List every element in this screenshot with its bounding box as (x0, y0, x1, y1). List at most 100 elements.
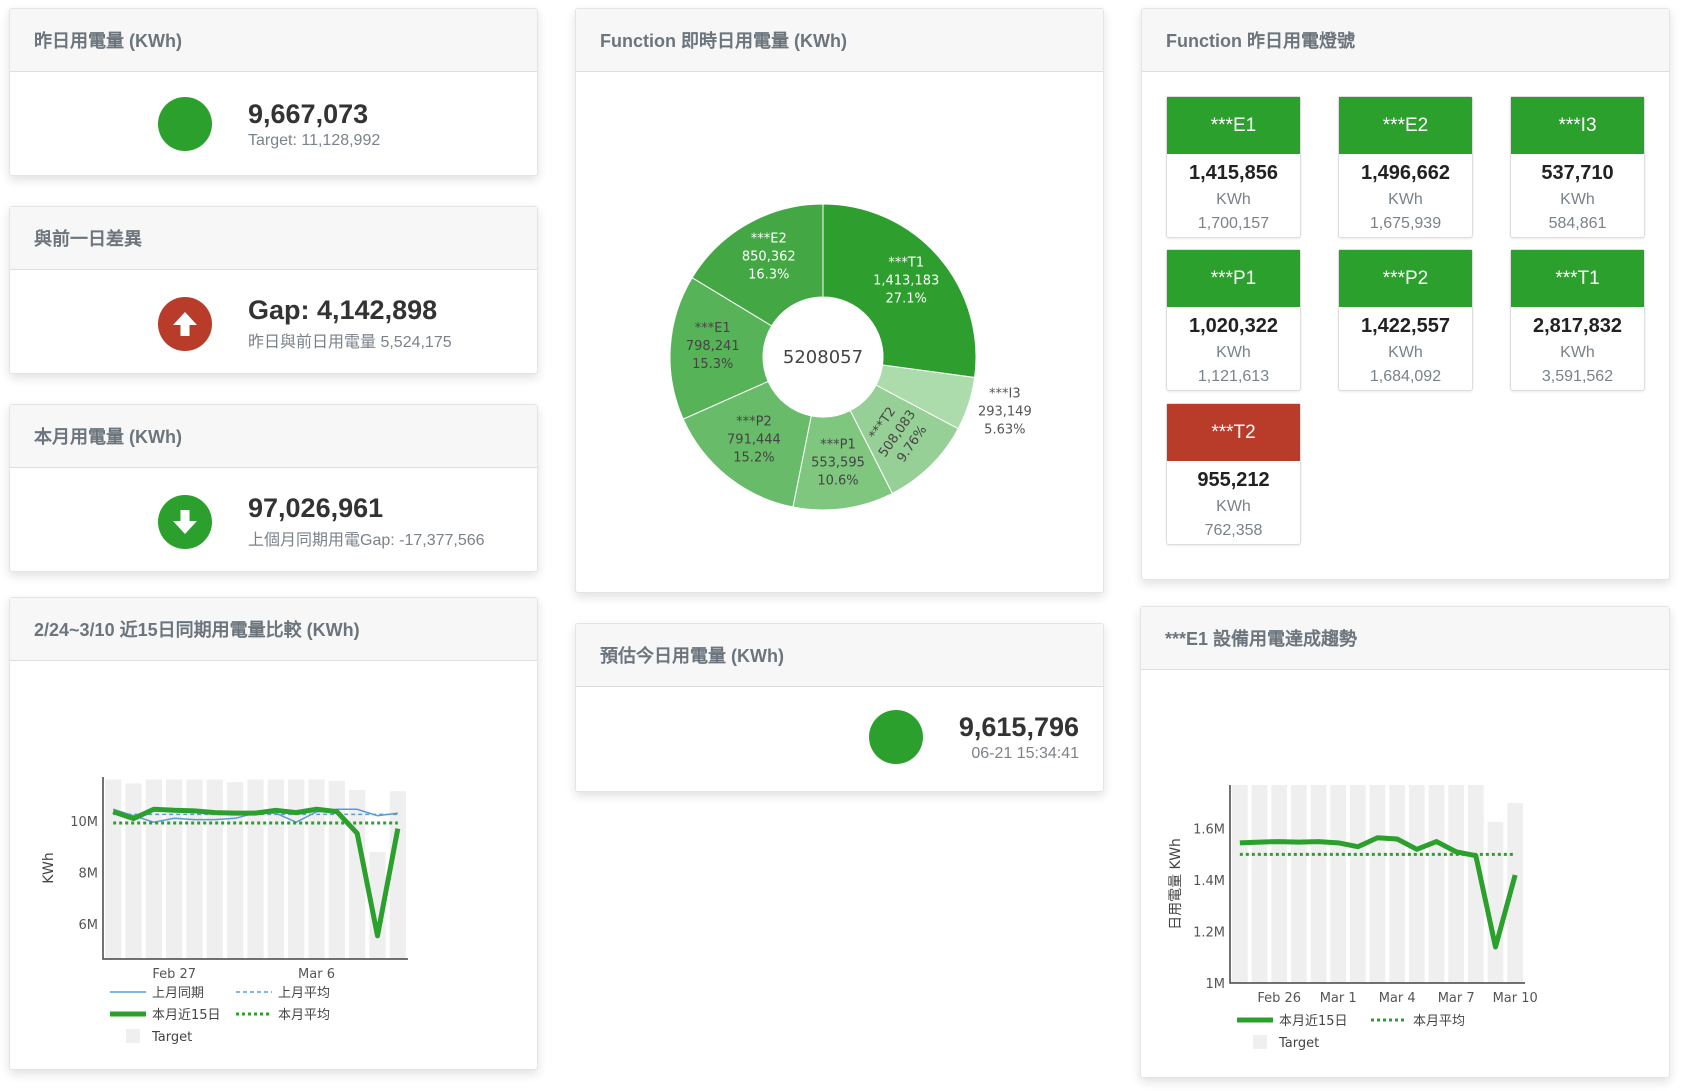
light-header: ***E2 (1339, 97, 1472, 154)
slice-pct: 27.1% (886, 291, 927, 306)
estimate-card: 預估今日用電量 (KWh) 9,615,796 06-21 15:34:41 (575, 623, 1104, 792)
slice-label: ***I3 293,149 5.63% (978, 386, 1032, 437)
light-header: ***P2 (1339, 250, 1472, 307)
target-bar (308, 779, 325, 959)
slice-label: ***E2 850,362 16.3% (742, 232, 796, 283)
x-tick-label: Mar 1 (1320, 991, 1357, 1006)
target-bar (1231, 785, 1248, 983)
slice-value: 293,149 (978, 404, 1032, 419)
kpi-value: 9,667,073 (248, 98, 369, 129)
target-bar (1251, 785, 1268, 983)
light-value: 1,020,322 (1189, 315, 1278, 337)
slice-value: 791,444 (727, 432, 781, 447)
kpi-sub: 上個月同期用電Gap: -17,377,566 (248, 532, 485, 549)
month-card: 本月用電量 (KWh) 97,026,961 上個月同期用電Gap: -17,37… (9, 404, 538, 572)
light-i3: ***I3 537,710 KWh 584,861 (1510, 96, 1645, 238)
x-tick-label: Feb 26 (1257, 991, 1301, 1006)
card-title: ***E1 設備用電達成趨勢 (1141, 607, 1669, 670)
y-axis-label: KWh (41, 852, 57, 883)
light-header: ***T1 (1511, 250, 1644, 307)
diff-card: 與前一日差異 Gap: 4,142,898 昨日與前日用電量 5,524,175 (9, 206, 538, 374)
light-reference: 1,675,939 (1369, 215, 1442, 232)
slice-label: ***T1 (888, 255, 924, 270)
light-reference: 3,591,562 (1541, 368, 1614, 385)
target-bar (288, 779, 305, 959)
light-reference: 1,684,092 (1369, 368, 1442, 385)
target-bar (1310, 785, 1327, 983)
arrow-down-circle-icon (158, 494, 212, 549)
slice-value: 850,362 (742, 250, 796, 265)
legend-label: 上月同期 (152, 986, 204, 1001)
target-bar (389, 791, 406, 959)
light-value: 2,817,832 (1533, 315, 1622, 337)
slice-pct: 10.6% (817, 473, 858, 488)
light-header: ***I3 (1511, 97, 1644, 154)
light-p2: ***P2 1,422,557 KWh 1,684,092 (1338, 249, 1473, 391)
kpi-value: 97,026,961 (248, 493, 384, 523)
kpi-value: 9,615,796 (958, 711, 1079, 742)
y-tick-label: 8M (79, 867, 99, 882)
x-tick-label: Mar 10 (1493, 991, 1538, 1006)
target-bar (125, 783, 142, 959)
legend-label: Target (151, 1030, 192, 1045)
slice-pct: 16.3% (748, 268, 789, 283)
target-bar (1271, 785, 1288, 983)
x-tick-label: Mar 4 (1379, 991, 1416, 1006)
target-bar (206, 779, 223, 959)
slice-label: ***E2 (751, 232, 787, 247)
slice-value: 1,413,183 (873, 273, 939, 288)
slice-value: 798,241 (686, 339, 740, 354)
target-bar (227, 782, 244, 959)
card-title: Function 昨日用電燈號 (1142, 9, 1669, 72)
target-bar (1290, 785, 1307, 983)
light-value: 1,496,662 (1361, 162, 1450, 184)
kpi-value: Gap: 4,142,898 (248, 295, 438, 325)
legend-label: 本月平均 (1413, 1014, 1465, 1029)
target-bar (1487, 821, 1504, 983)
slice-label: ***E1 (695, 321, 731, 336)
light-header: ***T2 (1167, 404, 1300, 461)
light-p1: ***P1 1,020,322 KWh 1,121,613 (1166, 249, 1301, 391)
kpi-target: Target: 11,128,992 (248, 131, 381, 149)
y-tick-label: 10M (70, 815, 98, 830)
light-value: 537,710 (1541, 162, 1614, 184)
slice-label: ***E1 798,241 15.3% (686, 321, 740, 372)
target-bar (166, 779, 183, 959)
pie-card: Function 即時日用電量 (KWh) ***T1 1,413,183 27.1… (575, 8, 1104, 593)
donut-center-total: 5208057 (783, 347, 863, 368)
arrow-up-circle-icon (158, 296, 212, 351)
target-bar (1389, 785, 1406, 983)
pie-slice (682, 380, 812, 508)
light-e2: ***E2 1,496,662 KWh 1,675,939 (1338, 96, 1473, 238)
target-bar (1369, 785, 1386, 983)
light-reference: 762,358 (1204, 522, 1263, 539)
yesterday-card: 昨日用電量 (KWh) 9,667,073 Target: 11,128,992 (9, 8, 538, 176)
trend-chart-card: ***E1 設備用電達成趨勢 1M 1.2M 1.4M 1.6M Feb 26 Mar 1… (1140, 606, 1670, 1078)
card-title: 2/24~3/10 近15日同期用電量比較 (KWh) (10, 598, 537, 661)
target-bar (1467, 785, 1484, 983)
light-reference: 584,861 (1548, 215, 1607, 232)
light-t1: ***T1 2,817,832 KWh 3,591,562 (1510, 249, 1645, 391)
y-tick-label: 1M (1206, 977, 1226, 992)
light-t2: ***T2 955,212 KWh 762,358 (1166, 403, 1301, 545)
light-value: 955,212 (1197, 469, 1270, 491)
light-unit: KWh (1216, 498, 1251, 515)
light-unit: KWh (1388, 191, 1423, 208)
light-unit: KWh (1560, 344, 1595, 361)
this-month-line (112, 806, 401, 939)
target-bar (145, 779, 162, 959)
legend-label: 本月平均 (278, 1008, 330, 1023)
y-tick-label: 1.6M (1193, 823, 1225, 838)
slice-pct: 15.3% (692, 357, 733, 372)
kpi-time: 06-21 15:34:41 (971, 744, 1079, 762)
slice-pct: 5.63% (984, 422, 1025, 437)
target-bar (1330, 785, 1347, 983)
light-value: 1,422,557 (1361, 315, 1450, 337)
trend-chart: 1M 1.2M 1.4M 1.6M Feb 26 Mar 1 Mar 4 Mar 7 Mar 1… (1168, 785, 1538, 1051)
legend-swatch (126, 1029, 140, 1043)
target-bar (1349, 785, 1366, 983)
x-tick-label: Mar 6 (298, 967, 335, 982)
pie-slice (691, 203, 824, 327)
y-axis-label: 日用電量 KWh (1168, 838, 1184, 930)
